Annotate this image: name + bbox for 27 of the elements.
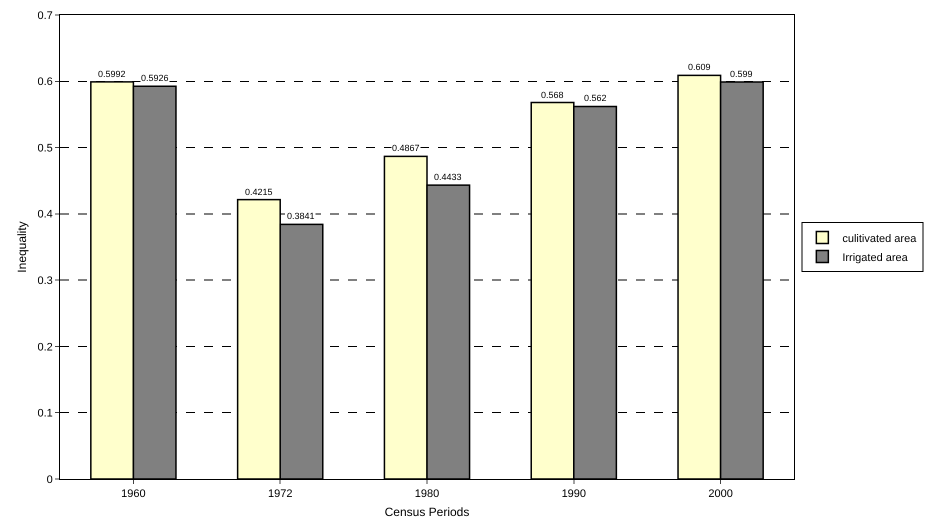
y-tick-label: 0.3	[38, 274, 53, 287]
y-tick-label: 0.7	[38, 10, 53, 22]
data-label: 0.4215	[245, 187, 273, 197]
data-label: 0.609	[688, 62, 711, 72]
data-label: 0.562	[584, 93, 607, 103]
y-tick-label: 0.4	[38, 208, 53, 221]
data-label: 0.4433	[434, 172, 462, 182]
x-tick-label: 1972	[268, 488, 292, 500]
data-label: 0.5926	[141, 73, 169, 83]
data-label: 0.568	[541, 90, 564, 100]
x-tick-label: 1990	[562, 488, 586, 500]
y-tick-label: 0.1	[38, 408, 53, 420]
x-tick-label: 2000	[708, 488, 733, 500]
y-tick-label: 0.2	[38, 341, 53, 354]
data-label: 0.3841	[287, 211, 315, 221]
y-tick-label: 0.5	[38, 142, 53, 154]
legend-label: Irrigated area	[842, 252, 909, 264]
x-tick-label: 1960	[121, 488, 146, 500]
x-axis-title: Census Periods	[384, 505, 470, 520]
legend-label: culitivated area	[842, 232, 918, 245]
data-label: 0.599	[730, 69, 753, 79]
y-tick-label: 0	[46, 474, 53, 486]
data-label: 0.4867	[392, 143, 420, 153]
data-label: 0.5992	[98, 69, 126, 79]
x-tick-label: 1980	[414, 488, 440, 500]
y-axis-title: Inequality	[15, 221, 29, 273]
y-tick-label: 0.6	[38, 76, 53, 88]
